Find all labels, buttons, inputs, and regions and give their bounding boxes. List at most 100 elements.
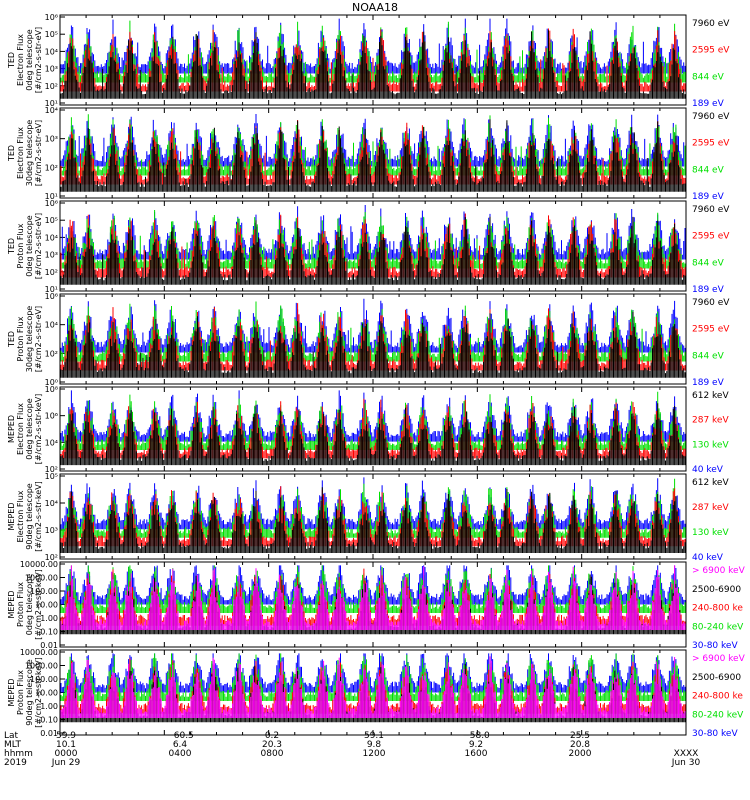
y-axis-label: MEPEDElectron Flux90deg telescope[#/cm2-…: [7, 481, 43, 552]
ytick-label: 10³: [45, 135, 58, 144]
ytick-label: 10⁴: [45, 321, 58, 330]
legend-entry: 2595 eV: [692, 232, 730, 242]
ytick-label: 1.00: [40, 614, 58, 623]
legend-entry: 40 keV: [692, 553, 724, 563]
ytick-label: 1.00: [40, 702, 58, 711]
y-axis-label: MEPEDProton Flux0deg telescope[#/cm2-s-s…: [7, 569, 43, 640]
legend-entry: 2595 eV: [692, 46, 730, 56]
ytick-label: 10⁵: [45, 472, 58, 481]
footer-row-label: hhmm: [4, 749, 33, 759]
ytick-label: 10²: [45, 268, 58, 277]
legend-entry: 80-240 keV: [692, 622, 744, 632]
ytick-label: 10⁴: [45, 106, 58, 115]
footer-cell: 0000: [55, 749, 78, 759]
ytick-label: 10000.00: [20, 560, 58, 569]
legend-entry: 189 eV: [692, 378, 725, 388]
legend-entry: 844 eV: [692, 165, 725, 175]
ytick-label: 100.00: [30, 587, 58, 596]
footer-cell: XXXX: [674, 749, 699, 759]
footer-cell: −58.0: [462, 731, 490, 741]
legend-entry: 80-240 keV: [692, 710, 744, 720]
ytick-label: 10¹: [45, 285, 58, 294]
panel-8: 0.01 0.10 1.00 10.00 100.00 1000.00 10000.00ME…: [7, 648, 746, 739]
footer-row-label: Lat: [4, 731, 19, 741]
ytick-label: 10.00: [35, 689, 58, 698]
ytick-label: 10⁴: [45, 47, 58, 56]
ytick-label: 10⁶: [45, 412, 58, 421]
ytick-label: 10⁴: [45, 233, 58, 242]
footer-cell: −60.5: [166, 731, 194, 741]
ytick-label: 10⁶: [45, 13, 58, 22]
ytick-label: 10³: [45, 251, 58, 260]
legend-entry: 240-800 ke: [692, 604, 743, 614]
ytick-label: 10²: [45, 553, 58, 562]
footer-cell: Jun 30: [671, 758, 701, 768]
legend-entry: 7960 eV: [692, 298, 730, 308]
legend-entry: 189 eV: [692, 192, 725, 202]
ytick-label: 10.00: [35, 601, 58, 610]
legend-entry: 2500-6900: [692, 585, 741, 595]
series-trace: [60, 216, 686, 285]
series-trace: [60, 30, 686, 99]
ytick-label: 10⁶: [45, 199, 58, 208]
footer-cell: 0.2: [265, 731, 279, 741]
ytick-label: 0.01: [40, 729, 58, 738]
ytick-label: 10²: [45, 465, 58, 474]
ytick-label: 10¹: [45, 192, 58, 201]
footer-cell: 9.2: [469, 740, 483, 750]
legend-entry: 844 eV: [692, 258, 725, 268]
ytick-label: 100.00: [30, 675, 58, 684]
legend-entry: 2595 eV: [692, 325, 730, 335]
footer-row-label: MLT: [4, 740, 22, 750]
legend-entry: 612 keV: [692, 478, 729, 488]
legend-entry: 40 keV: [692, 465, 724, 475]
ytick-label: 10²: [45, 349, 58, 358]
y-axis-label: MEPEDProton Flux90deg telescope[#/cm2-s-…: [7, 657, 43, 728]
legend-entry: 240-800 ke: [692, 692, 743, 702]
legend-entry: 287 keV: [692, 503, 729, 513]
legend-entry: 130 keV: [692, 528, 729, 538]
ytick-label: 10⁸: [45, 385, 58, 394]
chart-title: NOAA18: [351, 1, 399, 14]
ytick-label: 10¹: [45, 99, 58, 108]
footer-cell: 2000: [569, 749, 592, 759]
legend-entry: 30-80 keV: [692, 641, 738, 651]
footer-cell: 25.5: [570, 731, 590, 741]
legend-entry: 844 eV: [692, 351, 725, 361]
ytick-label: 0.01: [40, 641, 58, 650]
legend-entry: 130 keV: [692, 440, 729, 450]
legend-entry: 30-80 keV: [692, 729, 738, 739]
footer-cell: 0400: [169, 749, 192, 759]
legend-entry: 612 keV: [692, 391, 729, 401]
legend-entry: 7960 eV: [692, 205, 730, 215]
y-axis-label: TEDElectron Flux30deg telescope[#/cm2-s-…: [7, 120, 43, 187]
footer-cell: 20.3: [262, 740, 282, 750]
legend-entry: 189 eV: [692, 99, 725, 109]
legend-entry: 7960 eV: [692, 112, 730, 122]
panel-7: 0.01 0.10 1.00 10.00 100.00 1000.00 10000.00ME…: [7, 560, 746, 651]
footer-cell: 20.8: [570, 740, 590, 750]
ytick-label: 0.10: [40, 628, 58, 637]
y-axis-label: TEDProton Flux0deg telescope[#/cm2-s-str…: [7, 213, 43, 279]
legend-entry: 2595 eV: [692, 139, 730, 149]
footer-cell: 6.4: [173, 740, 188, 750]
y-axis-label: MEPEDElectron Flux0deg telescope[#/cm2-s…: [7, 394, 43, 465]
ytick-label: 10000.00: [20, 648, 58, 657]
ytick-label: 10⁴: [45, 438, 58, 447]
legend-entry: > 6900 keV: [692, 566, 746, 576]
series-trace: [60, 119, 686, 192]
legend-entry: 189 eV: [692, 285, 725, 295]
ytick-label: 10²: [45, 82, 58, 91]
ytick-label: 10⁴: [45, 499, 58, 508]
series-trace: [60, 311, 686, 378]
ytick-label: 10⁰: [45, 378, 58, 387]
y-axis-label: TEDProton Flux30deg telescope[#/cm2-s-st…: [7, 306, 43, 373]
series-trace: [60, 487, 686, 553]
